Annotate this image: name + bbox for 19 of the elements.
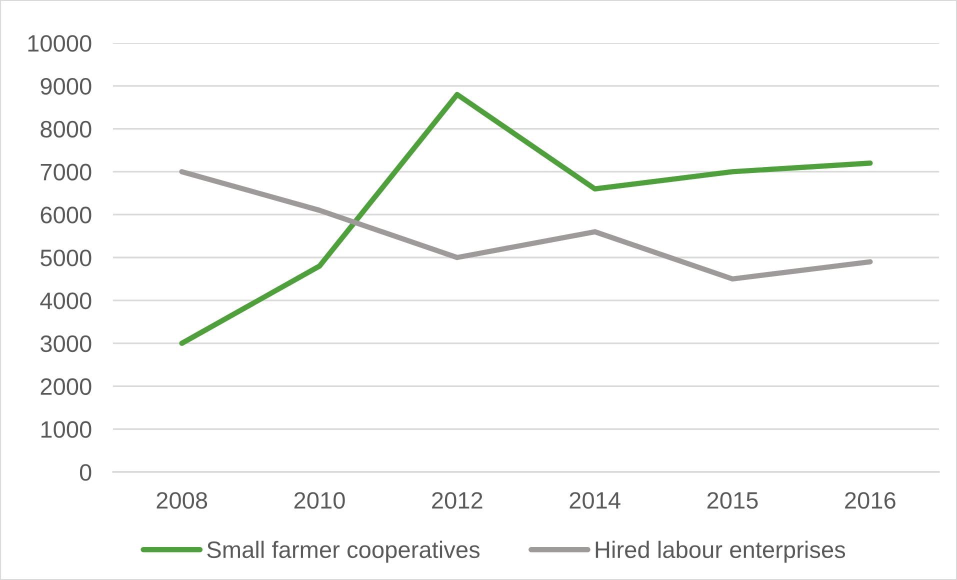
x-tick-label: 2010	[294, 492, 345, 509]
y-tick-label: 5000	[40, 250, 92, 266]
y-tick-label: 0	[80, 464, 92, 481]
y-tick-label: 3000	[40, 335, 92, 352]
x-tick-label: 2008	[156, 492, 208, 509]
y-tick-label: 8000	[40, 120, 92, 138]
x-tick-label: 2012	[432, 492, 482, 509]
y-tick-label: 9000	[40, 78, 92, 95]
x-tick-label: 2014	[570, 492, 620, 509]
y-tick-label: 2000	[40, 378, 92, 395]
y-tick-label: 4000	[40, 292, 92, 310]
legend-label: Small farmer cooperatives	[207, 540, 480, 563]
x-tick-label: 2015	[707, 492, 758, 509]
x-tick-label: 2016	[845, 492, 896, 509]
legend-label: Hired labour enterprises	[596, 540, 846, 563]
y-tick-label: 10000	[28, 35, 92, 52]
y-tick-label: 6000	[40, 206, 92, 224]
y-tick-label: 1000	[41, 421, 92, 438]
y-tick-label: 7000	[40, 164, 92, 180]
